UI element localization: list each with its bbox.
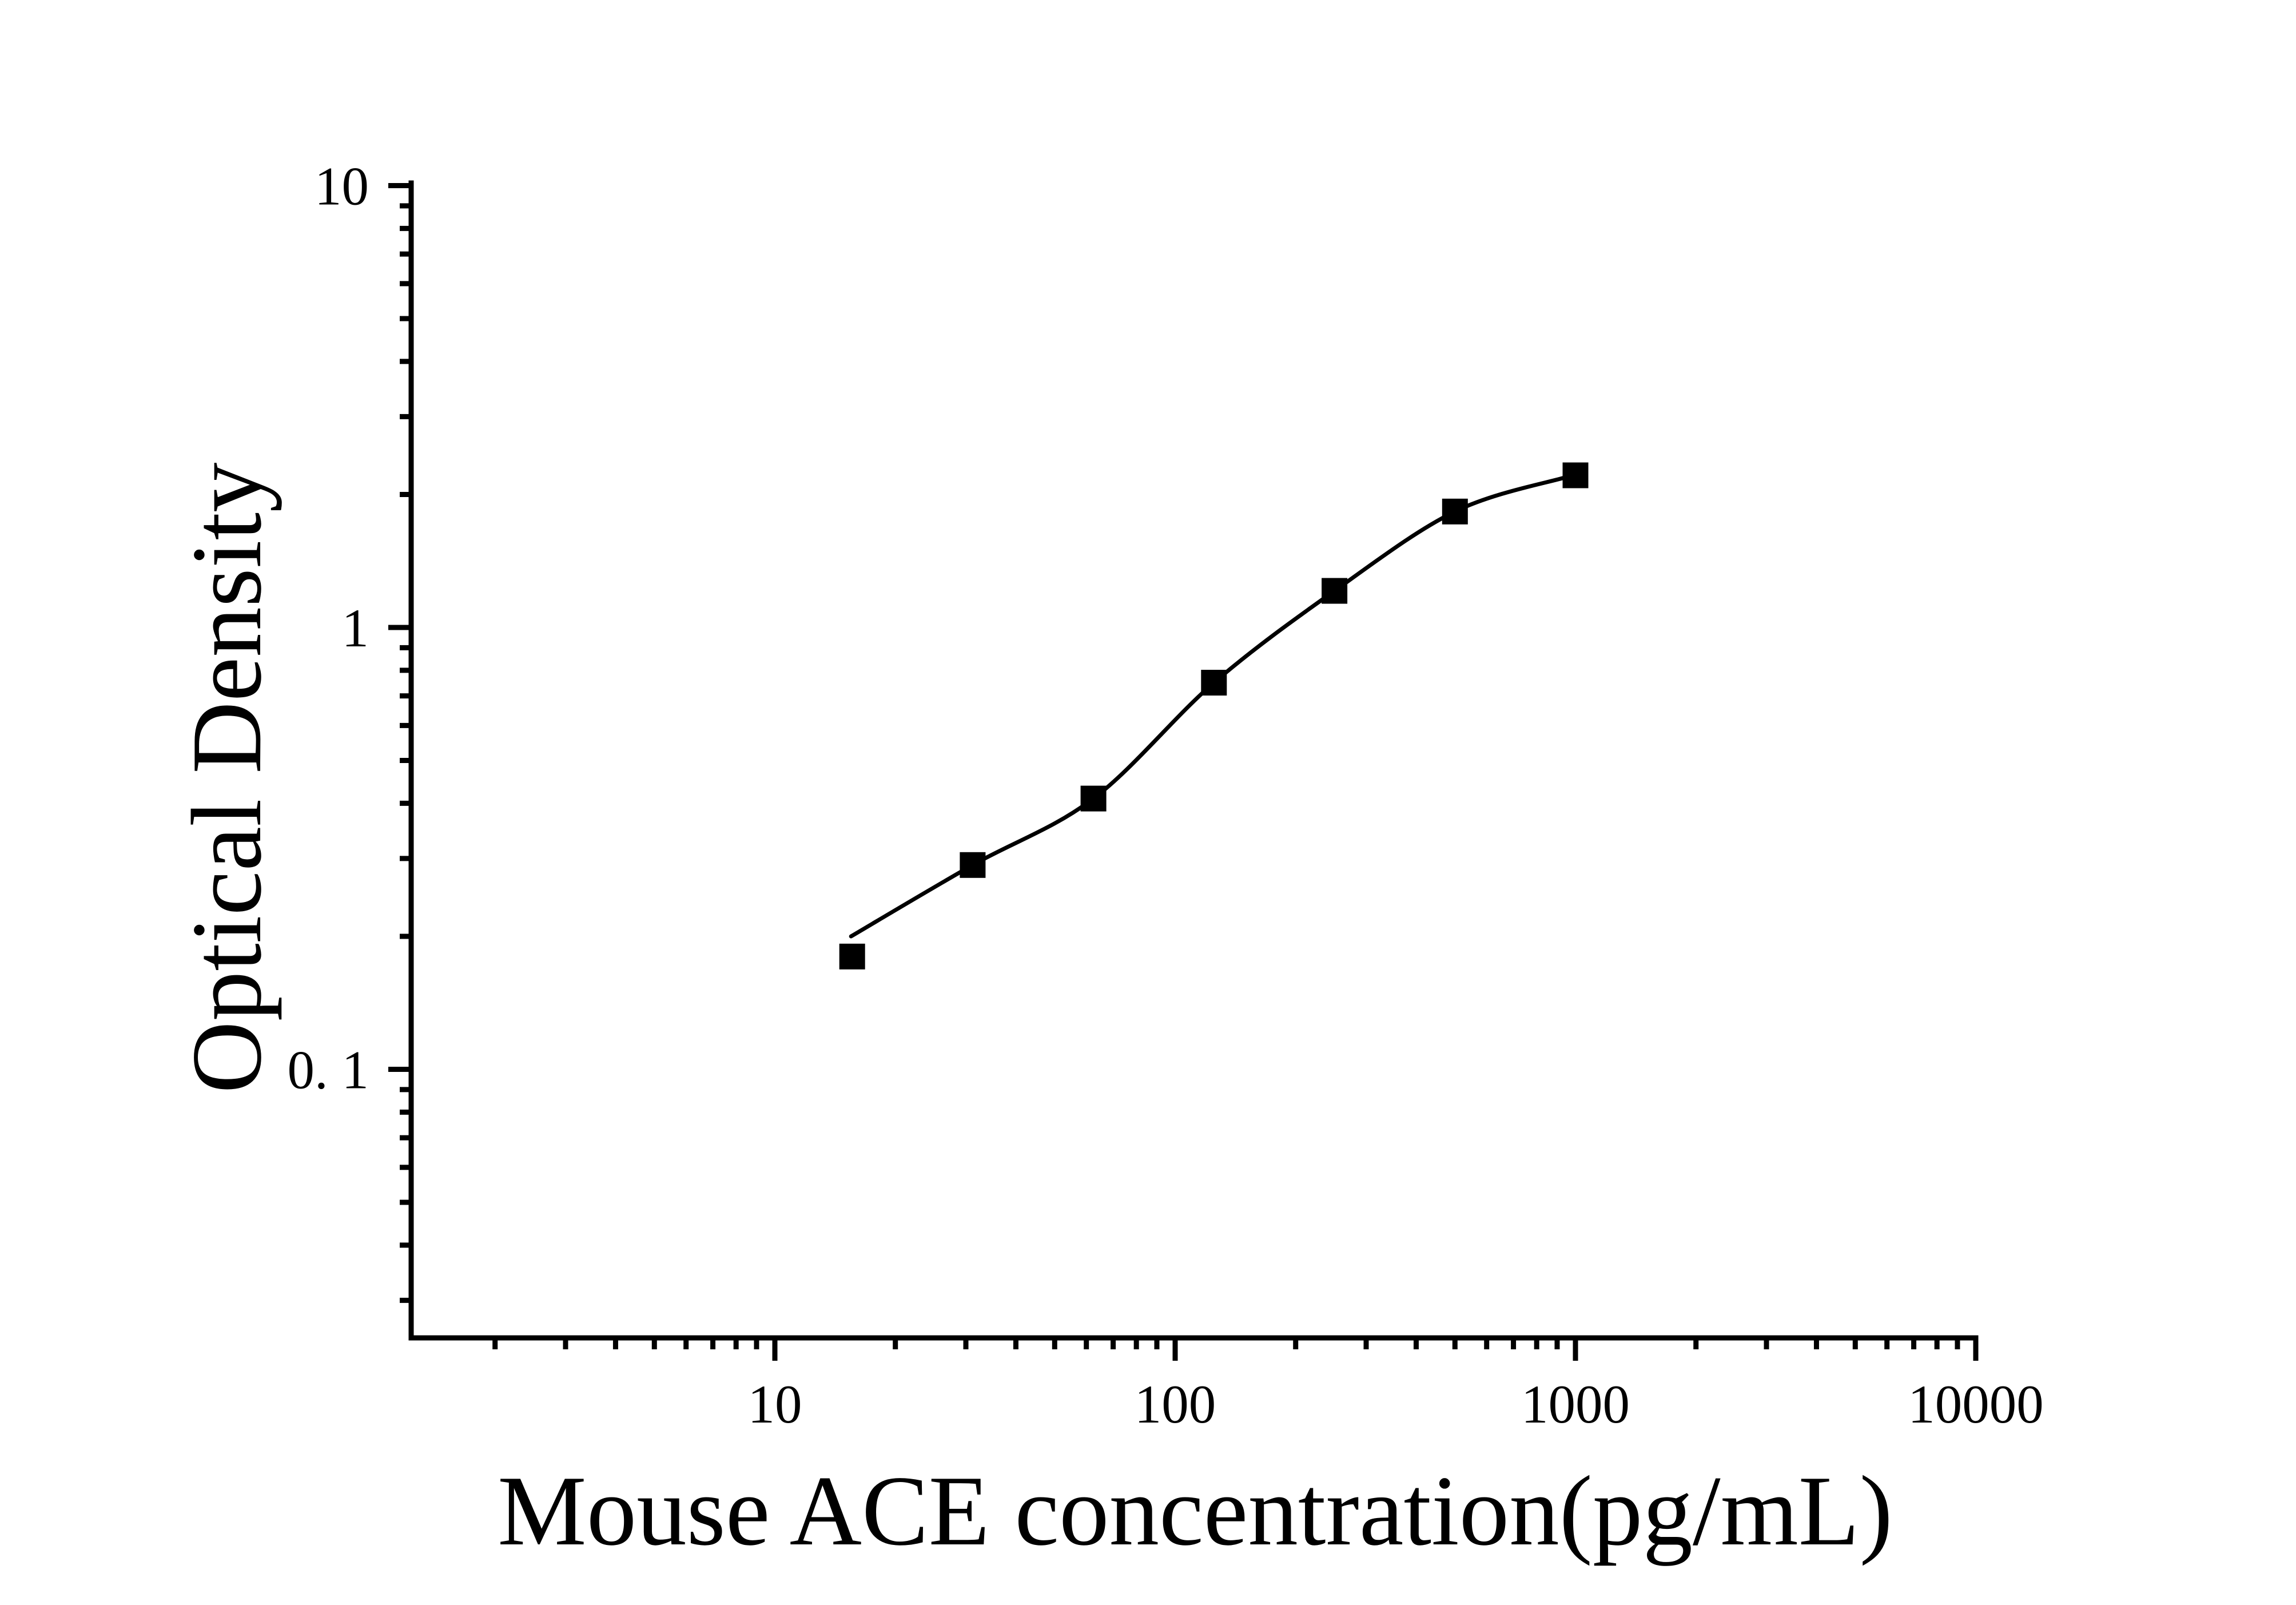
y-axis-title: Optical Density (171, 462, 282, 1093)
y-axis-tick-label: 1 (342, 598, 369, 658)
data-point-marker (960, 852, 986, 878)
x-axis-tick-label: 100 (1135, 1374, 1216, 1435)
data-point-marker (1562, 462, 1589, 488)
x-axis-tick-label: 10 (748, 1374, 802, 1435)
x-axis-tick-label: 10000 (1908, 1374, 2044, 1435)
x-axis-title: Mouse ACE concentration(pg/mL) (498, 1455, 1893, 1566)
y-axis-tick-label: 0. 1 (288, 1040, 369, 1101)
data-point-marker (1322, 578, 1348, 604)
x-axis-tick-label: 1000 (1521, 1374, 1630, 1435)
y-axis-tick-label: 10 (315, 156, 369, 217)
data-point-marker (1080, 785, 1107, 812)
data-point-marker (1442, 498, 1468, 525)
data-point-marker (839, 943, 865, 970)
data-point-marker (1201, 670, 1227, 696)
